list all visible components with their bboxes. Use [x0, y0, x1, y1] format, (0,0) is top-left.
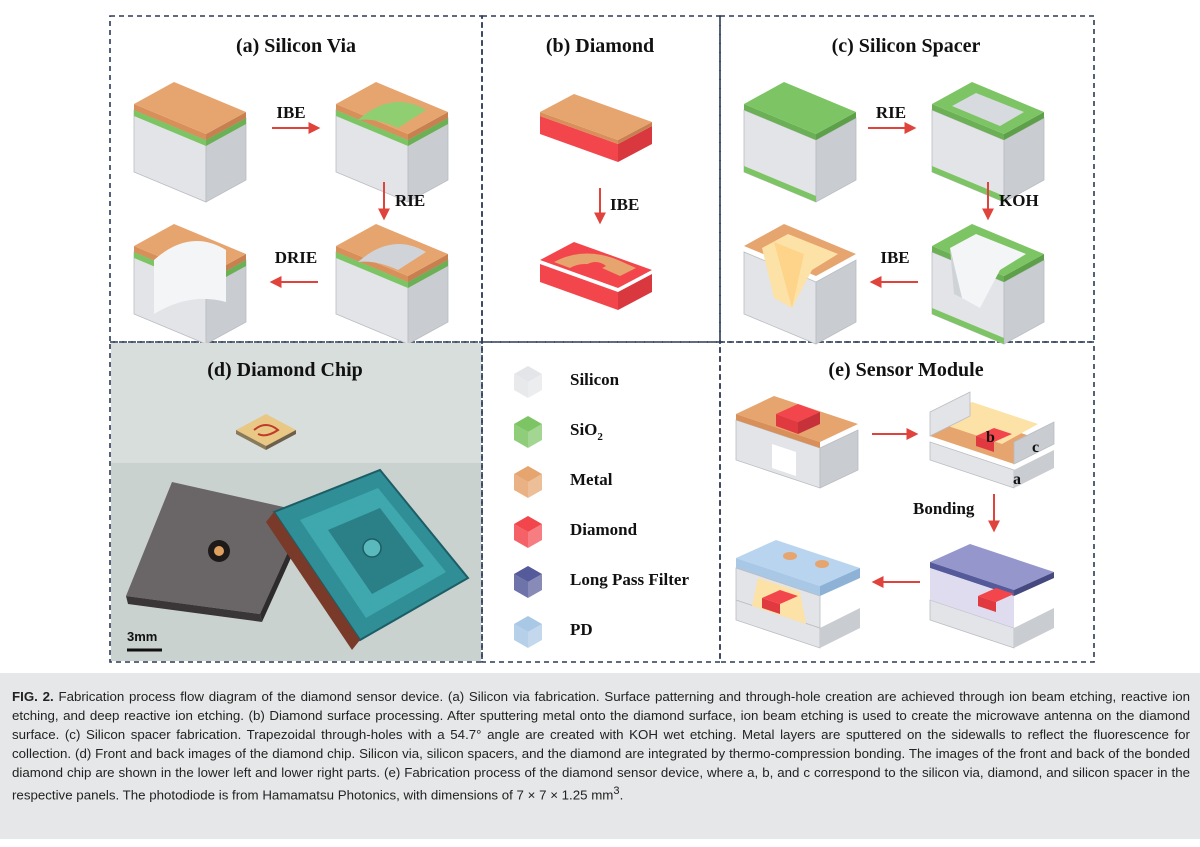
- block-a-step3: [335, 223, 449, 345]
- diamond-plate-1: [540, 94, 652, 162]
- block-a-step4: [133, 223, 247, 345]
- legend: Silicon SiO2 Metal Diamond Long Pass Fil…: [514, 366, 689, 648]
- legend-label-pd: PD: [570, 620, 593, 639]
- chip-back-photo: [266, 468, 470, 650]
- panel-d-title: (d) Diamond Chip: [207, 359, 363, 381]
- panel-borders: [109, 15, 1095, 663]
- svg-text:SiO2: SiO2: [570, 420, 603, 443]
- caption-label: FIG. 2.: [12, 689, 54, 704]
- panel-a-silicon-via: (a) Silicon Via IBE RIE DRIE: [133, 35, 449, 345]
- panel-c-step-rie: RIE: [876, 103, 906, 122]
- panel-c-step-koh: KOH: [999, 191, 1039, 210]
- legend-item-diamond: Diamond: [514, 516, 638, 548]
- block-e-step3: [929, 544, 1054, 649]
- block-e-step1: [735, 396, 859, 489]
- panel-c-silicon-spacer: (c) Silicon Spacer RIE KOH IBE: [743, 35, 1045, 345]
- panel-b-step-ibe: IBE: [610, 195, 639, 214]
- legend-item-pd: PD: [514, 616, 593, 648]
- panel-b-diamond: (b) Diamond IBE: [540, 35, 654, 310]
- panel-a-title: (a) Silicon Via: [236, 35, 356, 57]
- legend-item-metal: Metal: [514, 466, 613, 498]
- block-c-step4: [743, 224, 857, 345]
- legend-label-long-pass-filter: Long Pass Filter: [570, 570, 689, 589]
- panel-e-title: (e) Sensor Module: [828, 359, 983, 381]
- label-b: b: [986, 429, 995, 446]
- figure-caption: FIG. 2. Fabrication process flow diagram…: [0, 673, 1200, 839]
- panel-e-step-bonding: Bonding: [913, 499, 975, 518]
- caption-end: .: [619, 787, 624, 803]
- legend-label-silicon: Silicon: [570, 370, 620, 389]
- block-e-step4: [735, 540, 860, 649]
- small-chip-photo: [236, 414, 296, 450]
- label-c: c: [1032, 439, 1039, 456]
- legend-label-metal: Metal: [570, 470, 613, 489]
- panel-c-title: (c) Silicon Spacer: [832, 35, 981, 57]
- caption-text: Fabrication process flow diagram of the …: [12, 689, 1190, 803]
- legend-item-sio2: SiO2: [514, 416, 603, 448]
- legend-label-sio2-subscript: 2: [597, 431, 603, 443]
- panel-b-title: (b) Diamond: [546, 35, 654, 57]
- legend-item-silicon: Silicon: [514, 366, 620, 398]
- panel-e-sensor-module: (e) Sensor Module: [735, 359, 1055, 649]
- caption-superscript: 3: [613, 785, 620, 797]
- block-c-step3: [931, 223, 1045, 345]
- scale-bar-label: 3mm: [127, 629, 157, 644]
- panel-a-step-drie: DRIE: [275, 248, 318, 267]
- panel-a-step-rie: RIE: [395, 191, 425, 210]
- legend-label-sio2: SiO: [570, 420, 597, 439]
- block-c-step2: [931, 81, 1045, 203]
- legend-label-diamond: Diamond: [570, 520, 638, 539]
- block-a-step2: [335, 81, 449, 203]
- panel-c-step-ibe: IBE: [880, 248, 909, 267]
- block-e-step2: [929, 391, 1055, 489]
- diamond-plate-2: [540, 242, 652, 310]
- label-a: a: [1013, 471, 1021, 488]
- panel-a-step-ibe: IBE: [276, 103, 305, 122]
- legend-item-long-pass-filter: Long Pass Filter: [514, 566, 689, 598]
- panel-d-diamond-chip: (d) Diamond Chip 3mm: [111, 343, 481, 661]
